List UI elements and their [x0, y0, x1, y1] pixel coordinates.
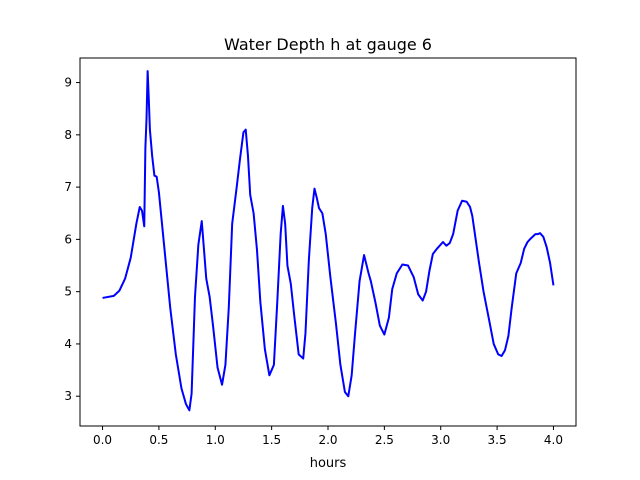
x-tick-label: 4.0 [544, 433, 563, 447]
x-tick-label: 1.0 [206, 433, 225, 447]
y-tick-label: 6 [64, 232, 72, 246]
y-tick-label: 9 [64, 76, 72, 90]
chart-title: Water Depth h at gauge 6 [224, 35, 432, 54]
x-tick-label: 2.5 [375, 433, 394, 447]
x-tick-label: 3.0 [431, 433, 450, 447]
x-tick-label: 0.5 [149, 433, 168, 447]
y-tick-label: 7 [64, 180, 72, 194]
plot-area [102, 70, 555, 412]
y-tick-label: 8 [64, 128, 72, 142]
y-tick-label: 3 [64, 389, 72, 403]
x-tick-label: 0.0 [93, 433, 112, 447]
x-axis: 0.0 0.5 1.0 1.5 2.0 2.5 3.0 3.5 4.0 [93, 426, 563, 447]
x-tick-label: 3.5 [488, 433, 507, 447]
x-tick-label: 1.5 [262, 433, 281, 447]
y-axis: 3 4 5 6 7 8 9 [64, 76, 80, 403]
y-tick-label: 4 [64, 337, 72, 351]
y-tick-label: 5 [64, 285, 72, 299]
x-axis-label: hours [310, 456, 347, 471]
x-tick-label: 2.0 [318, 433, 337, 447]
series-line-water-depth [102, 70, 555, 412]
